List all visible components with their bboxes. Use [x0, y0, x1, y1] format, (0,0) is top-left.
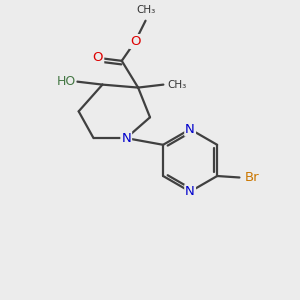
Text: N: N [121, 132, 131, 145]
Text: Br: Br [245, 171, 260, 184]
Text: O: O [130, 35, 140, 48]
Text: N: N [185, 185, 195, 198]
Text: O: O [93, 51, 103, 64]
Text: HO: HO [56, 75, 76, 88]
Text: CH₃: CH₃ [136, 5, 155, 15]
Text: N: N [185, 123, 195, 136]
Text: CH₃: CH₃ [167, 80, 186, 90]
